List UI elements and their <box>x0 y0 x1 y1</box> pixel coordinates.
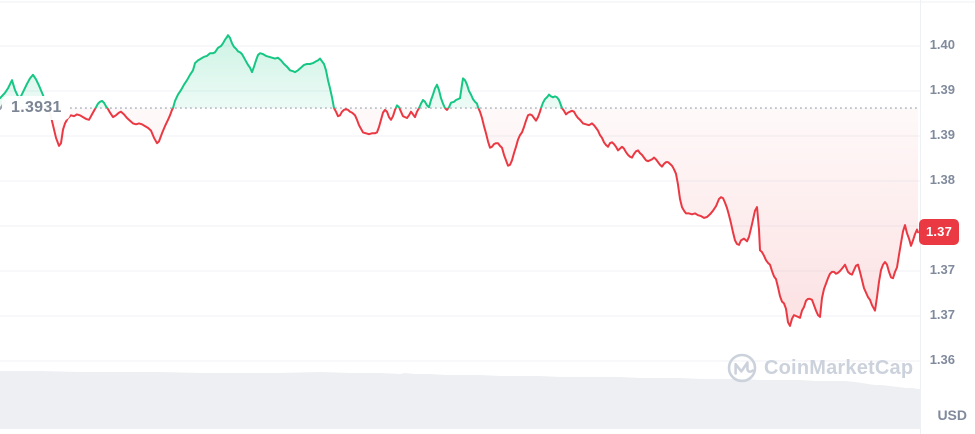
y-axis-tick-label: 1.38 <box>929 172 955 187</box>
y-axis-tick-label: 1.39 <box>929 82 955 97</box>
y-axis-tick-label: 1.36 <box>929 352 955 367</box>
price-line-up-segment <box>0 34 564 109</box>
red-area-fill <box>0 108 918 326</box>
current-price-badge: 1.37 <box>919 219 959 245</box>
watermark-text: CoinMarketCap <box>764 356 914 379</box>
baseline-price-label: 1.3931 <box>2 96 70 120</box>
y-axis: 1.40 1.39 1.39 1.38 1.37 1.37 1.36 <box>921 0 975 434</box>
axis-unit-label: USD <box>937 407 967 423</box>
y-axis-tick-label: 1.37 <box>929 262 955 277</box>
volume-silhouette <box>0 371 920 429</box>
price-line-down-segment <box>46 108 919 327</box>
coinmarketcap-logo-icon <box>727 353 757 383</box>
y-axis-tick-label: 1.39 <box>929 127 955 142</box>
watermark: CoinMarketCap <box>727 353 913 383</box>
y-axis-tick-label: 1.40 <box>929 37 955 52</box>
y-axis-tick-label: 1.37 <box>929 307 955 322</box>
green-area-fill <box>0 35 918 109</box>
